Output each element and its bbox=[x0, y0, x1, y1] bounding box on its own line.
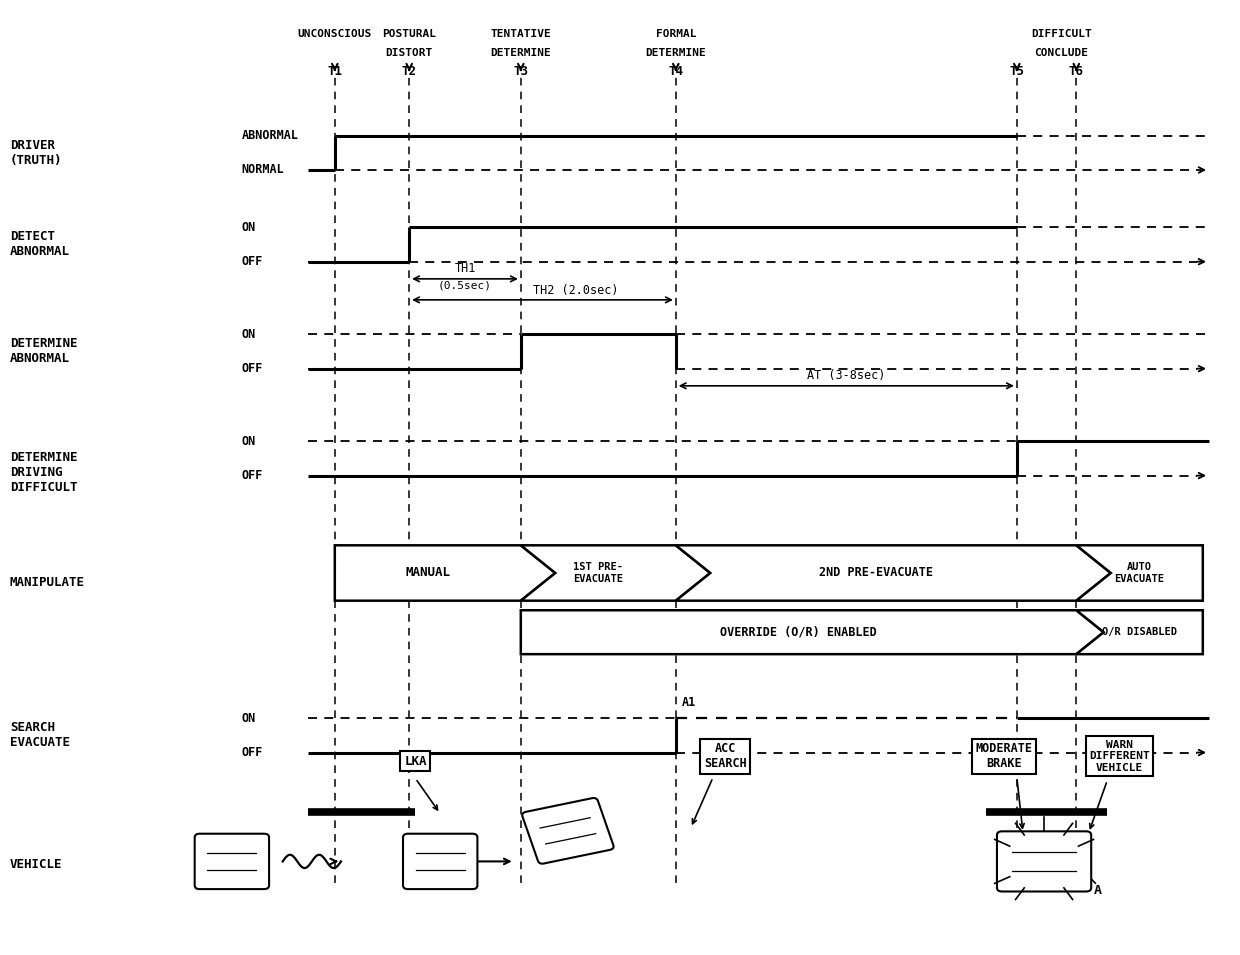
Text: T1: T1 bbox=[327, 65, 342, 78]
Text: DETERMINE
DRIVING
DIFFICULT: DETERMINE DRIVING DIFFICULT bbox=[10, 451, 77, 495]
Text: UNCONSCIOUS: UNCONSCIOUS bbox=[298, 29, 372, 38]
Text: OFF: OFF bbox=[242, 362, 263, 375]
Text: ACC
SEARCH: ACC SEARCH bbox=[704, 742, 746, 771]
Text: T4: T4 bbox=[668, 65, 683, 78]
Text: NORMAL: NORMAL bbox=[242, 163, 284, 177]
Text: SEARCH
EVACUATE: SEARCH EVACUATE bbox=[10, 721, 69, 750]
FancyBboxPatch shape bbox=[195, 834, 269, 889]
Text: A: A bbox=[1094, 883, 1101, 897]
Polygon shape bbox=[521, 610, 1104, 654]
Polygon shape bbox=[1076, 610, 1203, 654]
Polygon shape bbox=[1076, 545, 1203, 601]
Text: ON: ON bbox=[242, 711, 255, 725]
Text: TENTATIVE: TENTATIVE bbox=[491, 29, 551, 38]
Text: DIFFICULT: DIFFICULT bbox=[1032, 29, 1091, 38]
Text: LKA: LKA bbox=[404, 754, 427, 768]
Text: MANUAL: MANUAL bbox=[405, 566, 450, 580]
Polygon shape bbox=[335, 545, 556, 601]
Text: FORMAL: FORMAL bbox=[656, 29, 696, 38]
Polygon shape bbox=[676, 545, 1111, 601]
Text: DETERMINE: DETERMINE bbox=[491, 48, 551, 57]
Polygon shape bbox=[521, 545, 711, 601]
Text: DRIVER
(TRUTH): DRIVER (TRUTH) bbox=[10, 138, 62, 167]
Text: DETERMINE
ABNORMAL: DETERMINE ABNORMAL bbox=[10, 337, 77, 366]
Text: VEHICLE: VEHICLE bbox=[10, 858, 62, 871]
Text: TH1: TH1 bbox=[454, 262, 476, 275]
Text: WARN
DIFFERENT
VEHICLE: WARN DIFFERENT VEHICLE bbox=[1090, 740, 1149, 773]
Text: OFF: OFF bbox=[242, 746, 263, 759]
Text: MANIPULATE: MANIPULATE bbox=[10, 576, 84, 589]
Text: (0.5sec): (0.5sec) bbox=[438, 281, 492, 290]
Text: OFF: OFF bbox=[242, 255, 263, 268]
FancyBboxPatch shape bbox=[522, 798, 614, 863]
Text: 1ST PRE-
EVACUATE: 1ST PRE- EVACUATE bbox=[573, 562, 624, 584]
Text: TH2 (2.0sec): TH2 (2.0sec) bbox=[533, 284, 619, 297]
Text: ON: ON bbox=[242, 328, 255, 341]
Text: ABNORMAL: ABNORMAL bbox=[242, 129, 299, 142]
Text: T6: T6 bbox=[1069, 65, 1084, 78]
Text: CONCLUDE: CONCLUDE bbox=[1034, 48, 1089, 57]
Text: OVERRIDE (O/R) ENABLED: OVERRIDE (O/R) ENABLED bbox=[720, 626, 877, 639]
Text: DETERMINE: DETERMINE bbox=[646, 48, 706, 57]
Text: ON: ON bbox=[242, 435, 255, 448]
Text: T3: T3 bbox=[513, 65, 528, 78]
Text: DISTORT: DISTORT bbox=[386, 48, 433, 57]
Text: MODERATE
BRAKE: MODERATE BRAKE bbox=[976, 742, 1033, 771]
Text: AT (3-8sec): AT (3-8sec) bbox=[807, 369, 885, 382]
FancyBboxPatch shape bbox=[997, 831, 1091, 892]
Text: A1: A1 bbox=[682, 695, 696, 709]
Text: 2ND PRE-EVACUATE: 2ND PRE-EVACUATE bbox=[820, 566, 932, 580]
Text: O/R DISABLED: O/R DISABLED bbox=[1102, 627, 1177, 637]
Text: AUTO
EVACUATE: AUTO EVACUATE bbox=[1115, 562, 1164, 584]
FancyBboxPatch shape bbox=[403, 834, 477, 889]
Text: POSTURAL: POSTURAL bbox=[382, 29, 436, 38]
Text: T5: T5 bbox=[1009, 65, 1024, 78]
Text: T2: T2 bbox=[402, 65, 417, 78]
Text: ON: ON bbox=[242, 221, 255, 234]
Text: OFF: OFF bbox=[242, 469, 263, 482]
Text: DETECT
ABNORMAL: DETECT ABNORMAL bbox=[10, 230, 69, 259]
